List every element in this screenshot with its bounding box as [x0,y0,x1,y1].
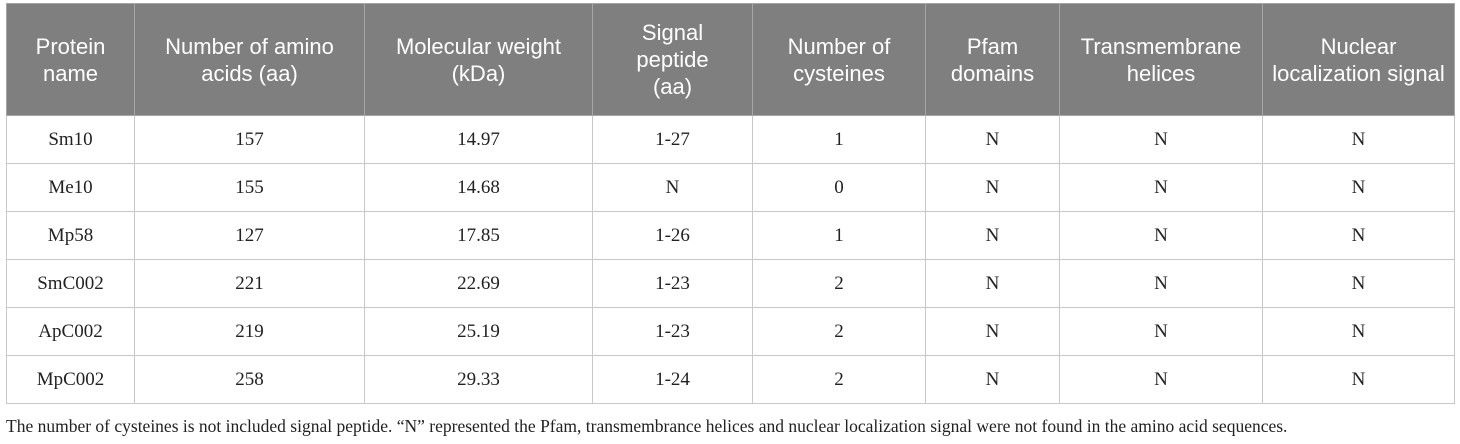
table-cell: N [925,307,1060,356]
table-cell: 14.68 [364,163,593,212]
table-cell: 2 [752,259,926,308]
table-cell: 22.69 [364,259,593,308]
protein-properties-table: Protein name Number of amino acids (aa) Mole… [6,3,1455,404]
table-cell: N [925,259,1060,308]
column-header: Nuclear localization signal [1262,3,1455,116]
table-cell: 0 [752,163,926,212]
table-cell: N [1262,115,1455,164]
table-cell: N [1059,307,1263,356]
column-header: Number of cysteines [752,3,926,116]
column-header-line: acids (aa) [201,60,298,86]
table-header: Protein name Number of amino acids (aa) Mole… [6,3,1455,116]
column-header-line: Number of [787,33,891,59]
column-header: Number of amino acids (aa) [134,3,365,116]
column-header-line: Transmembrane [1080,33,1242,59]
table-cell: Mp58 [6,211,135,260]
table-cell: 17.85 [364,211,593,260]
table-cell: Me10 [6,163,135,212]
table-row: Sm10 157 14.97 1-27 1 N N N [6,115,1455,164]
column-header-line: Pfam [966,33,1019,59]
table-cell: N [1059,259,1263,308]
protein-table-container: Protein name Number of amino acids (aa) Mole… [6,3,1455,404]
column-header-line: localization signal [1272,60,1445,86]
column-header-line: Molecular weight (kDa) [395,33,562,86]
column-header-line: cysteines [793,60,885,86]
column-header-line: Number of amino [165,33,334,59]
table-cell: N [1262,163,1455,212]
table-footnote: The number of cysteines is not included … [6,416,1288,436]
table-cell: 157 [134,115,365,164]
column-header-line: peptide [636,47,709,72]
column-header-line: (aa) [652,74,693,99]
table-cell: 1-23 [592,259,753,308]
table-cell: N [1262,355,1455,404]
table-cell: N [592,163,753,212]
table-cell: 25.19 [364,307,593,356]
table-cell: N [1059,115,1263,164]
table-cell: 1-26 [592,211,753,260]
table-cell: N [1262,259,1455,308]
table-cell: 258 [134,355,365,404]
table-cell: Sm10 [6,115,135,164]
table-cell: N [925,163,1060,212]
table-cell: ApC002 [6,307,135,356]
table-cell: 1-23 [592,307,753,356]
column-header-line: domains [950,60,1035,86]
table-cell: 219 [134,307,365,356]
table-cell: 2 [752,307,926,356]
column-header-line: Nuclear [1320,33,1397,59]
table-cell: MpC002 [6,355,135,404]
table-row: SmC002 221 22.69 1-23 2 N N N [6,259,1455,308]
table-cell: N [925,115,1060,164]
column-header: Transmembrane helices [1059,3,1263,116]
column-header: Protein name [6,3,135,116]
column-header: Molecular weight (kDa) [364,3,593,116]
table-cell: SmC002 [6,259,135,308]
table-cell: N [1262,211,1455,260]
table-cell: N [925,355,1060,404]
table-row: Mp58 127 17.85 1-26 1 N N N [6,211,1455,260]
table-cell: 1-27 [592,115,753,164]
table-cell: N [1059,163,1263,212]
table-cell: 155 [134,163,365,212]
table-row: Me10 155 14.68 N 0 N N N [6,163,1455,212]
table-cell: 1-24 [592,355,753,404]
table-cell: 221 [134,259,365,308]
table-cell: N [1059,211,1263,260]
table-cell: 2 [752,355,926,404]
column-header-line: name [42,60,99,86]
column-header-line: Protein [35,33,106,59]
table-cell: N [1059,355,1263,404]
table-cell: N [1262,307,1455,356]
table-cell: 29.33 [364,355,593,404]
table-row: MpC002 258 29.33 1-24 2 N N N [6,355,1455,404]
table-cell: N [925,211,1060,260]
table-cell: 1 [752,211,926,260]
column-header: Signal peptide (aa) [592,3,753,116]
table-cell: 127 [134,211,365,260]
table-cell: 1 [752,115,926,164]
column-header-line: helices [1126,60,1196,86]
column-header: Pfam domains [925,3,1060,116]
table-cell: 14.97 [364,115,593,164]
table-row: ApC002 219 25.19 1-23 2 N N N [6,307,1455,356]
header-row: Protein name Number of amino acids (aa) Mole… [6,3,1455,116]
table-body: Sm10 157 14.97 1-27 1 N N N Me10 155 14.68 N 0 N N N Mp5… [6,115,1455,404]
column-header-line: Signal [641,20,704,45]
